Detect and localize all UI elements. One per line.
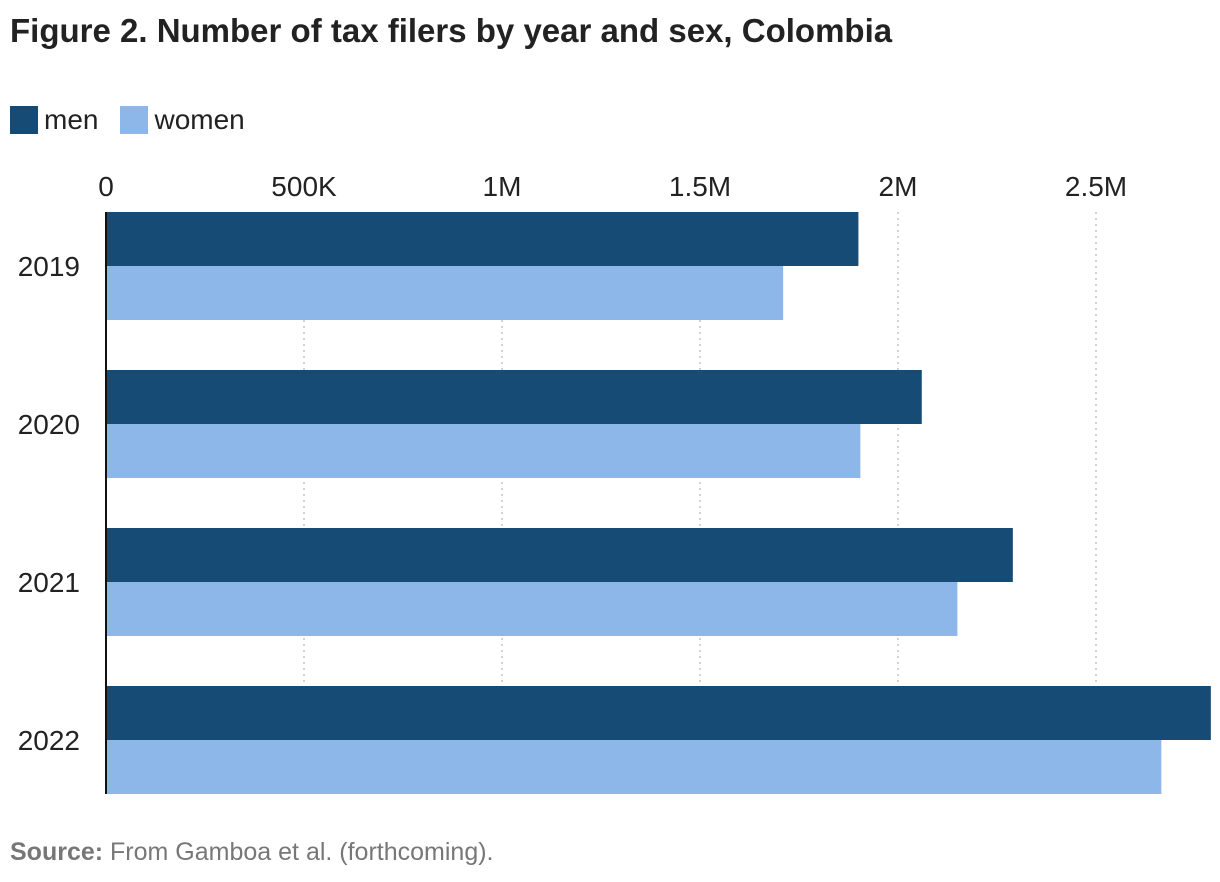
bar-men-2019	[106, 212, 859, 266]
x-tick-label-1.5M: 1.5M	[669, 171, 731, 202]
y-tick-label-2022: 2022	[18, 725, 80, 756]
legend-label-women: women	[154, 104, 245, 135]
x-tick-label-500K: 500K	[271, 171, 337, 202]
legend-swatch-women	[120, 106, 149, 134]
bar-men-2021	[106, 528, 1013, 582]
x-tick-label-2M: 2M	[879, 171, 918, 202]
source-note: Source: From Gamboa et al. (forthcoming)…	[10, 838, 494, 867]
bar-women-2019	[106, 266, 784, 320]
x-tick-label-2.5M: 2.5M	[1065, 171, 1127, 202]
bar-men-2022	[106, 686, 1211, 740]
y-tick-label-2019: 2019	[18, 251, 80, 282]
bar-women-2020	[106, 424, 861, 478]
x-tick-label-0: 0	[98, 171, 114, 202]
source-label: Source:	[10, 838, 104, 866]
y-tick-label-2020: 2020	[18, 409, 80, 440]
bar-men-2020	[106, 370, 922, 424]
bar-women-2021	[106, 582, 958, 636]
bar-women-2022	[106, 740, 1162, 794]
source-text: From Gamboa et al. (forthcoming).	[103, 838, 494, 866]
x-tick-label-1M: 1M	[483, 171, 522, 202]
legend: men women	[10, 104, 267, 136]
legend-swatch-men	[10, 106, 38, 134]
legend-item-women: women	[120, 104, 245, 136]
y-tick-label-2021: 2021	[18, 567, 80, 598]
legend-item-men: men	[10, 104, 98, 136]
chart-title: Figure 2. Number of tax filers by year a…	[10, 12, 893, 49]
legend-label-men: men	[44, 104, 99, 135]
